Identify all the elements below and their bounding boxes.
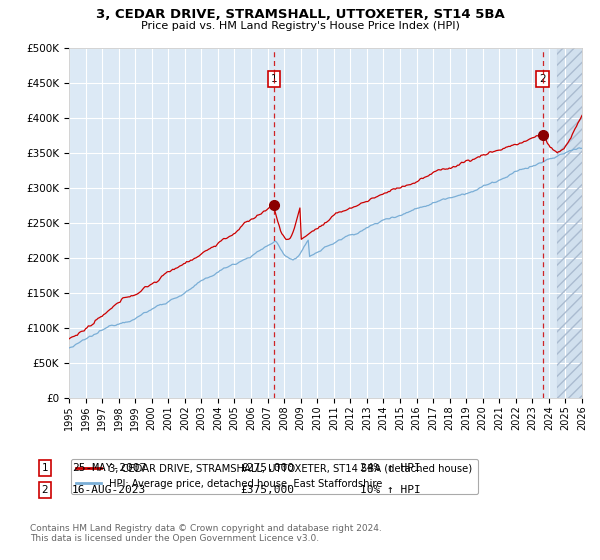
Text: 25-MAY-2007: 25-MAY-2007	[72, 463, 146, 473]
Text: 24% ↑ HPI: 24% ↑ HPI	[360, 463, 421, 473]
Text: £275,000: £275,000	[240, 463, 294, 473]
Text: 2: 2	[41, 485, 49, 495]
Text: Contains HM Land Registry data © Crown copyright and database right 2024.
This d: Contains HM Land Registry data © Crown c…	[30, 524, 382, 543]
Legend: 3, CEDAR DRIVE, STRAMSHALL, UTTOXETER, ST14 5BA (detached house), HPI: Average p: 3, CEDAR DRIVE, STRAMSHALL, UTTOXETER, S…	[71, 459, 478, 493]
Text: 2: 2	[539, 74, 546, 84]
Text: 1: 1	[41, 463, 49, 473]
Text: 1: 1	[271, 74, 277, 84]
Bar	[557, 48, 582, 398]
Text: 16-AUG-2023: 16-AUG-2023	[72, 485, 146, 495]
Text: Price paid vs. HM Land Registry's House Price Index (HPI): Price paid vs. HM Land Registry's House …	[140, 21, 460, 31]
Text: 10% ↑ HPI: 10% ↑ HPI	[360, 485, 421, 495]
Text: 3, CEDAR DRIVE, STRAMSHALL, UTTOXETER, ST14 5BA: 3, CEDAR DRIVE, STRAMSHALL, UTTOXETER, S…	[95, 8, 505, 21]
Bar	[557, 48, 582, 398]
Text: £375,000: £375,000	[240, 485, 294, 495]
